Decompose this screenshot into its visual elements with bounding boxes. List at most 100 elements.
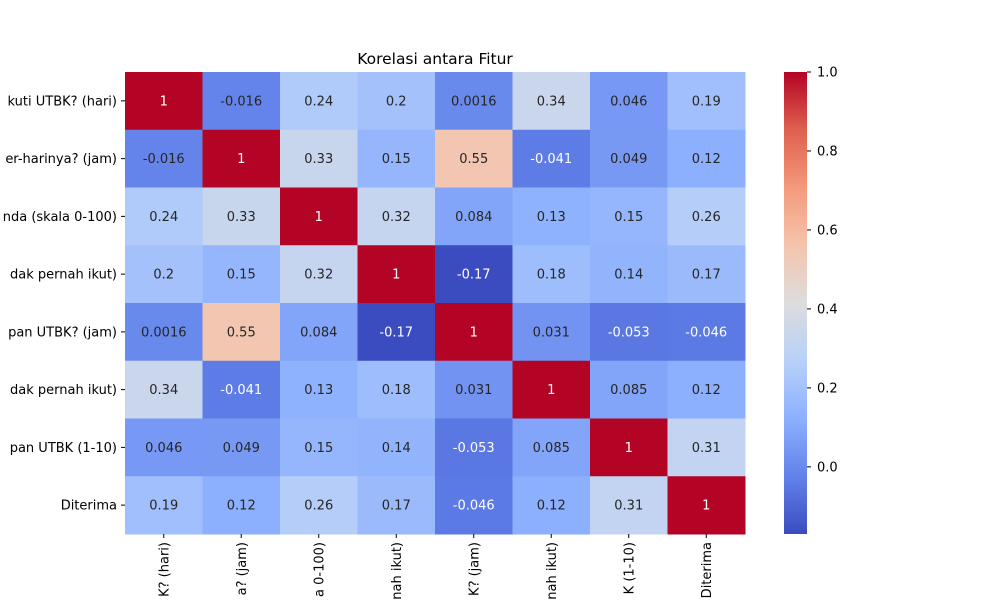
heatmap-cell	[512, 476, 591, 535]
heatmap-cell	[125, 476, 203, 535]
colorbar-tick-label: 1.0	[817, 66, 838, 81]
heatmap-cell	[590, 72, 668, 131]
cell-value-label: -0.016	[220, 94, 262, 109]
cell-value-label: 1	[315, 210, 323, 225]
cell-value-label: 0.084	[300, 325, 337, 340]
column-tick-label: nah ikut)	[390, 542, 405, 600]
cell-value-label: 0.15	[614, 210, 643, 225]
heatmap-cell	[590, 360, 668, 419]
heatmap-cell	[590, 245, 668, 304]
heatmap-cell	[590, 418, 668, 477]
heatmap-cell	[512, 360, 591, 419]
cell-value-label: 0.33	[304, 152, 333, 167]
heatmap-cell	[125, 360, 203, 419]
heatmap-cell	[357, 360, 436, 419]
heatmap-cell	[357, 303, 436, 362]
heatmap-cell	[590, 129, 668, 188]
heatmap-cell	[280, 72, 358, 131]
cell-value-label: 1	[547, 383, 555, 398]
heatmap-cell	[280, 476, 358, 535]
heatmap-cell	[202, 476, 281, 535]
colorbar-tick-label: 0.8	[817, 144, 838, 159]
cell-value-label: 0.046	[610, 94, 647, 109]
cell-value-label: 0.14	[614, 268, 643, 283]
row-tick-label: nda (skala 0-100)	[3, 210, 117, 225]
cell-value-label: 0.19	[149, 499, 178, 514]
cell-value-label: 0.24	[149, 210, 178, 225]
cell-value-label: 0.55	[227, 325, 256, 340]
heatmap-cell	[202, 418, 281, 477]
heatmap-cell	[512, 303, 591, 362]
heatmap-cell	[435, 476, 513, 535]
column-tick-label: Diterima	[700, 542, 715, 598]
cell-value-label: 0.55	[459, 152, 488, 167]
cell-value-label: -0.053	[608, 325, 650, 340]
row-tick-label: dak pernah ikut)	[10, 268, 117, 283]
column-tick-label: a 0-100)	[312, 542, 327, 597]
cell-value-label: 0.12	[692, 383, 721, 398]
cell-value-label: 1	[625, 441, 633, 456]
cell-value-label: 1	[160, 94, 168, 109]
heatmap-cell	[667, 187, 746, 246]
row-tick-label: pan UTBK (1-10)	[10, 441, 117, 456]
column-tick-labels: K? (hari) a? (jam) a 0-100) nah ikut) K? (ja…	[157, 534, 715, 600]
cell-value-label: 0.12	[537, 499, 566, 514]
cell-value-label: 0.046	[145, 441, 182, 456]
heatmap-cell	[280, 360, 358, 419]
column-tick-label: K? (hari)	[157, 542, 172, 597]
cell-value-label: 0.2	[386, 94, 407, 109]
heatmap-cell	[125, 418, 203, 477]
cell-value-label: 0.32	[382, 210, 411, 225]
cell-value-label: -0.041	[530, 152, 572, 167]
colorbar-tick-label: 0.0	[817, 460, 838, 475]
heatmap-cell	[512, 245, 591, 304]
heatmap-cell	[202, 245, 281, 304]
heatmap-cell	[125, 245, 203, 304]
cell-value-label: -0.046	[453, 499, 495, 514]
row-tick-label: kuti UTBK? (hari)	[8, 94, 117, 109]
column-tick-label: K? (jam)	[467, 542, 482, 596]
cell-value-label: 0.34	[149, 383, 178, 398]
cell-value-label: 0.18	[382, 383, 411, 398]
heatmap-cell	[512, 129, 591, 188]
heatmap-cell	[357, 418, 436, 477]
cell-value-label: 1	[392, 268, 400, 283]
row-tick-label: Diterima	[61, 499, 117, 514]
heatmap-cell	[280, 245, 358, 304]
column-tick-label: a? (jam)	[235, 542, 250, 595]
heatmap-cell	[435, 303, 513, 362]
heatmap-cell	[590, 187, 668, 246]
heatmap-cell	[280, 303, 358, 362]
heatmap-cell	[280, 129, 358, 188]
cell-value-label: 0.031	[455, 383, 492, 398]
heatmap-cell	[435, 360, 513, 419]
heatmap-cell	[280, 418, 358, 477]
colorbar-tick-label: 0.6	[817, 223, 838, 238]
heatmap-cell	[202, 187, 281, 246]
heatmap-cell	[667, 245, 746, 304]
colorbar: 0.0 0.2 0.4 0.6 0.8 1.0	[784, 66, 838, 534]
heatmap-cell	[125, 187, 203, 246]
column-tick-label: K (1-10)	[622, 542, 637, 594]
heatmap-cell	[590, 476, 668, 535]
colorbar-tick-label: 0.4	[817, 302, 838, 317]
heatmap-cell	[357, 129, 436, 188]
cell-value-label: 1	[702, 499, 710, 514]
heatmap-cell	[357, 476, 436, 535]
cell-value-label: 0.031	[533, 325, 570, 340]
cell-value-label: 0.12	[692, 152, 721, 167]
heatmap-cell	[667, 72, 746, 131]
cell-value-label: 0.26	[304, 499, 333, 514]
heatmap-cell	[590, 303, 668, 362]
heatmap-cell	[667, 303, 746, 362]
heatmap-cell	[202, 72, 281, 131]
cell-value-label: 0.0016	[141, 325, 187, 340]
heatmap-cell	[357, 245, 436, 304]
heatmap-cell	[667, 418, 746, 477]
cell-value-label: 0.17	[382, 499, 411, 514]
heatmap-cell	[125, 303, 203, 362]
cell-value-label: 0.24	[304, 94, 333, 109]
cell-value-label: 0.0016	[451, 94, 497, 109]
colorbar-tick-label: 0.2	[817, 381, 838, 396]
row-tick-label: er-harinya? (jam)	[5, 152, 117, 167]
